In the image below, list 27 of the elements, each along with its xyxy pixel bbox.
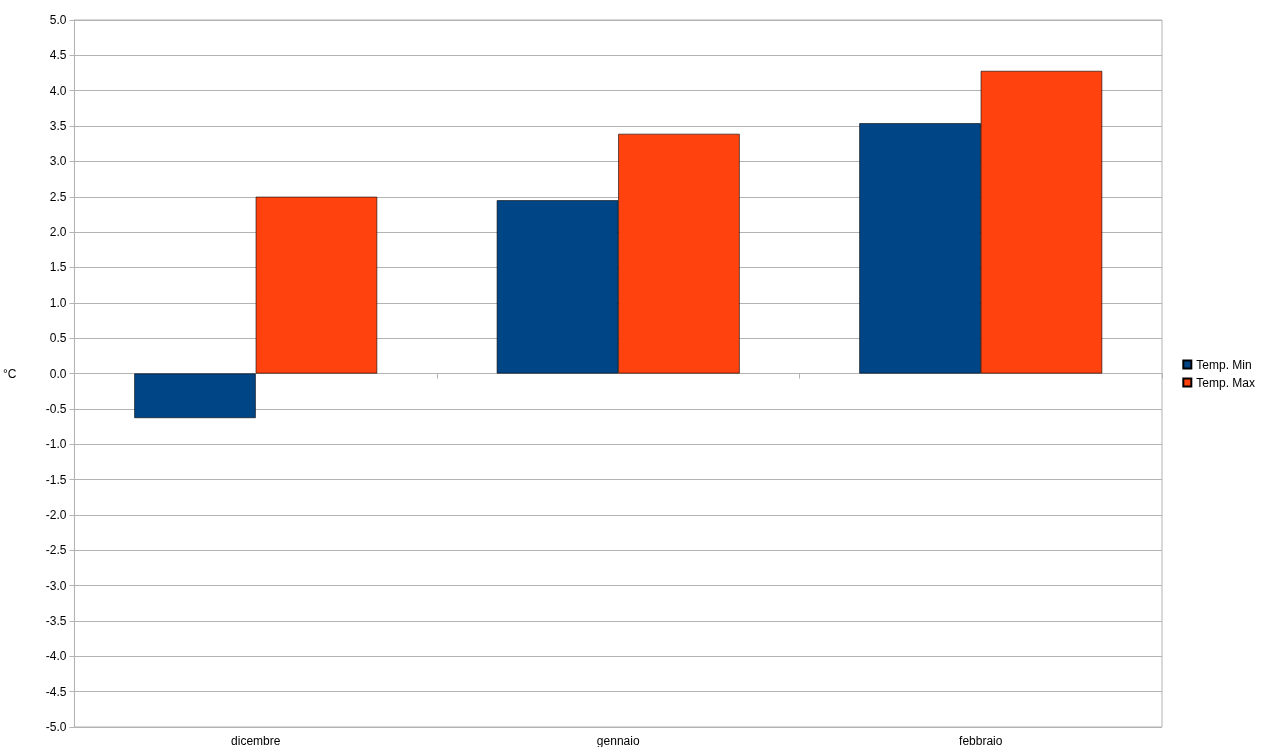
y-tick-label: -1.0 (45, 437, 67, 452)
y-tick-label: -2.5 (45, 543, 67, 558)
y-tick-label: 3.5 (49, 119, 67, 134)
y-tick-label: -3.0 (45, 578, 67, 593)
y-tick-label: -0.5 (45, 401, 67, 416)
x-tick-label: febbraio (959, 734, 1003, 747)
y-tick-label: 1.5 (49, 260, 67, 275)
y-tick-label: 2.0 (49, 225, 67, 240)
y-tick-label: 1.0 (49, 295, 67, 310)
x-tick-label: gennaio (596, 734, 640, 747)
y-tick-label: 0.0 (49, 366, 67, 381)
y-tick-label: 4.5 (49, 48, 67, 63)
y-tick-label: 3.0 (49, 154, 67, 169)
legend-label: Temp. Max (1196, 375, 1256, 390)
y-tick-label: -4.0 (45, 649, 67, 664)
y-axis-title: °C (3, 366, 17, 381)
y-tick-label: 2.5 (49, 189, 67, 204)
y-tick-label: -2.0 (45, 507, 67, 522)
y-tick-label: 5.0 (49, 13, 67, 27)
y-tick-label: -4.5 (45, 684, 67, 699)
y-tick-label: -5.0 (45, 720, 67, 734)
y-tick-label: -1.5 (45, 472, 67, 487)
y-tick-label: 4.0 (49, 83, 67, 98)
x-tick-label: dicembre (231, 734, 281, 747)
y-tick-label: -3.5 (45, 613, 67, 628)
y-tick-label: 0.5 (49, 331, 67, 346)
legend-label: Temp. Min (1196, 357, 1252, 372)
